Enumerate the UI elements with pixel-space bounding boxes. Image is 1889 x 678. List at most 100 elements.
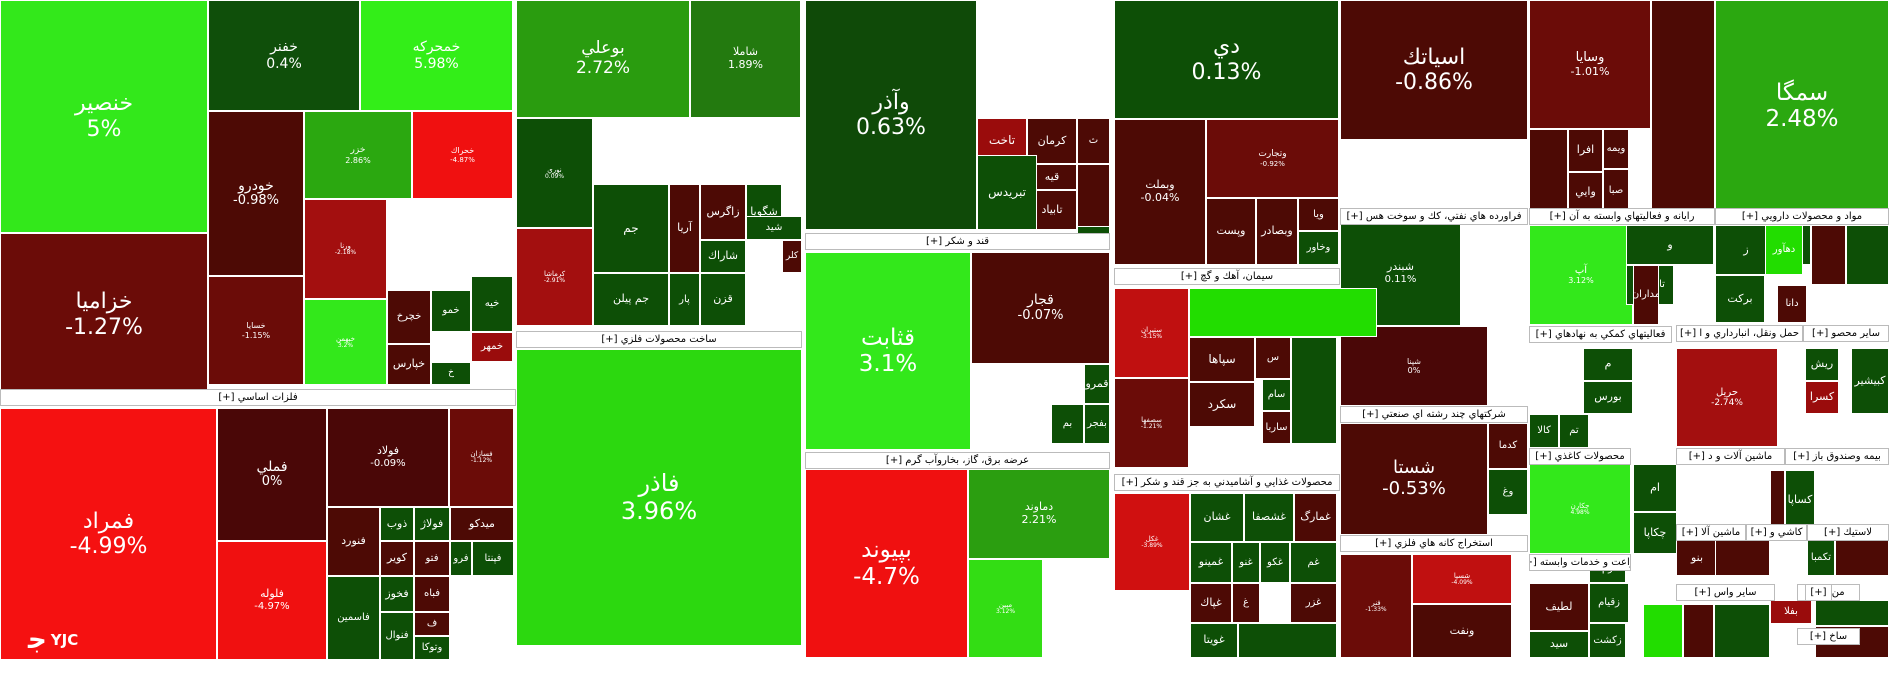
stock-tile-small[interactable]: قمرو	[1084, 364, 1110, 404]
stock-tile-small[interactable]: زقيام	[1589, 583, 1629, 623]
sector-header[interactable]: قند و شكر [+]	[805, 233, 1110, 250]
sector-header[interactable]: ماشين آلا [+]	[1676, 524, 1746, 541]
stock-tile-small[interactable]: خيه	[471, 276, 513, 332]
stock-tile-small[interactable]: ام	[1633, 464, 1677, 512]
sector-header[interactable]: لاستيك [+]	[1807, 524, 1889, 541]
stock-tile[interactable]: كرماشا -2.91%	[516, 228, 593, 326]
sector-header[interactable]: كاشي و [+]	[1746, 524, 1807, 541]
stock-tile[interactable]: ورنا -2.18%	[304, 199, 387, 299]
stock-tile[interactable]: سمگا 2.48%	[1715, 0, 1889, 212]
stock-tile[interactable]: فسازان -1.12%	[449, 408, 514, 507]
stock-tile-small[interactable]	[1811, 225, 1846, 285]
stock-tile-small[interactable]: بفلا	[1770, 600, 1812, 624]
stock-tile-small[interactable]: خ	[431, 362, 471, 385]
stock-tile[interactable]: فاذر 3.96%	[516, 349, 802, 646]
stock-tile-small[interactable]: بنو	[1676, 540, 1718, 576]
stock-tile[interactable]: خودرو -0.98%	[208, 111, 304, 276]
stock-tile-small[interactable]: غكو	[1260, 542, 1290, 583]
stock-tile-small[interactable]: ساربا	[1262, 411, 1291, 444]
stock-tile[interactable]: شاملا 1.89%	[690, 0, 801, 118]
stock-tile-small[interactable]	[1770, 470, 1785, 530]
sector-header[interactable]: ساخ [+]	[1797, 628, 1860, 645]
stock-tile-small[interactable]: كدما	[1488, 423, 1528, 469]
sector-header[interactable]: زراعت و خدمات وابسته [+]	[1529, 554, 1631, 571]
stock-tile-small[interactable]: خمهر	[471, 332, 513, 362]
stock-tile[interactable]: سصفها -1.21%	[1114, 378, 1189, 468]
stock-tile-small[interactable]: دهآور	[1765, 225, 1803, 275]
stock-tile-small[interactable]: دانا	[1777, 285, 1807, 323]
stock-tile-small[interactable]: خچرخ	[387, 290, 431, 344]
stock-tile-small[interactable]: تم	[1559, 414, 1589, 448]
stock-tile[interactable]: قثابت 3.1%	[805, 252, 971, 450]
stock-tile[interactable]: خبهمن 3.2%	[304, 299, 387, 385]
stock-tile[interactable]: مبين 3.12%	[968, 559, 1043, 658]
stock-tile-small[interactable]: مداران	[1633, 265, 1659, 325]
stock-tile-small[interactable]: ميدكو	[450, 507, 514, 541]
stock-tile[interactable]: بوعلي 2.72%	[516, 0, 690, 118]
stock-tile[interactable]: فمراد -4.99%	[0, 408, 217, 660]
stock-tile-small[interactable]	[1529, 129, 1568, 212]
stock-tile-small[interactable]: غشان	[1190, 493, 1244, 542]
stock-tile-small[interactable]: وبصادر	[1256, 198, 1298, 265]
stock-tile-small[interactable]: جم پيلن	[593, 273, 669, 326]
sector-header[interactable]: محصولات كاغذي [+]	[1529, 448, 1631, 465]
stock-tile-small[interactable]: ذوب	[380, 507, 414, 541]
stock-tile[interactable]: خزاميا -1.27%	[0, 233, 208, 396]
stock-tile-small[interactable]: سكرد	[1189, 382, 1255, 427]
stock-tile-small[interactable]	[1846, 225, 1889, 285]
stock-tile[interactable]: خزر 2.86%	[304, 111, 412, 199]
stock-tile[interactable]: غكل -3.89%	[1114, 493, 1190, 591]
stock-tile-small[interactable]	[1643, 604, 1683, 658]
stock-tile[interactable]: چكارن 4.98%	[1529, 464, 1631, 554]
stock-tile-small[interactable]: فخوز	[380, 576, 414, 612]
sector-header[interactable]: استخراج كانه هاي فلزي [+]	[1340, 535, 1528, 552]
stock-tile-small[interactable]: فپنتا	[472, 541, 514, 576]
stock-tile-small[interactable]: م	[1583, 348, 1633, 381]
stock-tile-small[interactable]: شاراك	[700, 240, 746, 273]
stock-tile[interactable]: شسپا -4.09%	[1412, 554, 1512, 604]
stock-tile-small[interactable]: صبا	[1603, 169, 1629, 212]
stock-tile-small[interactable]: بفجر	[1084, 404, 1110, 444]
stock-tile-small[interactable]	[1651, 0, 1715, 212]
sector-header[interactable]: سيمان، آهك و گچ [+]	[1114, 268, 1340, 285]
stock-tile-small[interactable]: فتو	[414, 541, 450, 576]
stock-tile-small[interactable]: لطيف	[1529, 583, 1589, 631]
stock-tile-small[interactable]: زكشت	[1589, 623, 1626, 658]
stock-tile-small[interactable]	[1815, 600, 1889, 626]
stock-tile-small[interactable]: ث	[1077, 118, 1110, 164]
stock-tile-small[interactable]	[1077, 164, 1110, 230]
stock-tile-small[interactable]: جم	[593, 184, 669, 273]
stock-tile-small[interactable]: پار	[669, 273, 700, 326]
stock-tile-small[interactable]: ويا	[1298, 198, 1339, 231]
stock-tile-small[interactable]	[1683, 604, 1714, 658]
stock-tile-small[interactable]: كبيشير	[1851, 348, 1889, 414]
stock-tile-small[interactable]: وغ	[1488, 469, 1528, 515]
stock-tile[interactable]: خفنر 0.4%	[208, 0, 360, 111]
stock-tile-small[interactable]: ف	[414, 612, 450, 636]
stock-tile-small[interactable]: وخاور	[1298, 231, 1339, 265]
stock-tile-small[interactable]: خمو	[431, 290, 471, 332]
stock-tile[interactable]: دي 0.13%	[1114, 0, 1339, 119]
sector-header[interactable]: ساير محصو [+]	[1803, 325, 1889, 342]
stock-tile-small[interactable]: افرا	[1568, 129, 1603, 172]
stock-tile-small[interactable]: سيد	[1529, 631, 1589, 658]
stock-tile-small[interactable]: سام	[1262, 379, 1291, 411]
stock-tile[interactable]: اسياتك -0.86%	[1340, 0, 1528, 140]
stock-tile-small[interactable]: شيد	[746, 216, 802, 240]
stock-tile[interactable]: شستا -0.53%	[1340, 423, 1488, 535]
stock-tile-small[interactable]: چكاپا	[1633, 512, 1677, 554]
stock-tile-small[interactable]	[1189, 288, 1377, 337]
stock-tile[interactable]: وبملت -0.04%	[1114, 119, 1206, 265]
stock-tile-small[interactable]: فنورد	[327, 507, 380, 576]
stock-tile-small[interactable]: قزن	[700, 273, 746, 326]
stock-tile[interactable]: نوري 0.09%	[516, 118, 593, 228]
stock-tile-small[interactable]: تبريدس	[977, 155, 1037, 230]
sector-header[interactable]: ساير واس [+]	[1676, 584, 1775, 601]
stock-tile[interactable]: فملي 0%	[217, 408, 327, 541]
sector-header[interactable]: محصولات غذايي و آشاميدني به جز قند و شكر…	[1114, 474, 1340, 491]
stock-tile-small[interactable]: بركت	[1715, 275, 1765, 323]
stock-tile-small[interactable]: وايي	[1568, 172, 1603, 212]
stock-tile-small[interactable]: آريا	[669, 184, 700, 273]
stock-tile[interactable]: خسايا -1.15%	[208, 276, 304, 385]
stock-tile[interactable]: فنر -1.33%	[1340, 554, 1412, 658]
